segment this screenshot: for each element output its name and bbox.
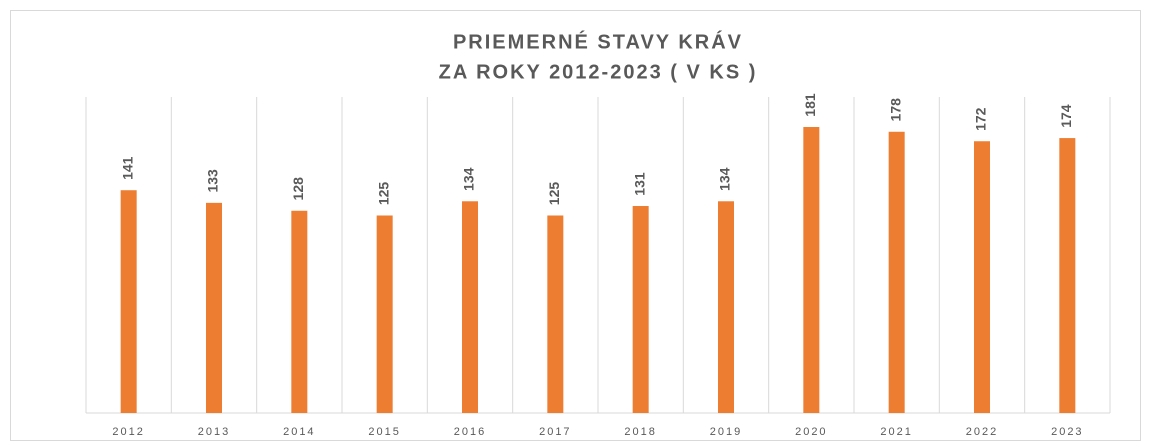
- x-tick-label: 2015: [368, 426, 400, 438]
- data-label: 125: [375, 182, 391, 206]
- x-tick-label: 2016: [454, 426, 486, 438]
- bar: [632, 206, 649, 413]
- chart-title: ZA ROKY 2012-2023 ( V KS ): [439, 61, 758, 83]
- data-label: 134: [461, 167, 477, 191]
- x-tick-label: 2014: [283, 426, 315, 438]
- x-tick-label: 2019: [710, 426, 742, 438]
- x-tick-label: 2013: [198, 426, 230, 438]
- x-tick-label: 2012: [112, 426, 144, 438]
- bar: [718, 201, 734, 413]
- bar: [888, 131, 905, 413]
- bar: [974, 141, 990, 414]
- x-tick-label: 2017: [539, 426, 571, 438]
- data-label: 134: [717, 167, 733, 191]
- data-label: 178: [887, 98, 903, 122]
- data-label: 128: [290, 177, 306, 201]
- x-tick-label: 2018: [624, 426, 656, 438]
- bar: [803, 127, 820, 414]
- bar: [291, 210, 308, 413]
- x-tick-label: 2023: [1051, 426, 1083, 438]
- x-tick-label: 2021: [880, 426, 912, 438]
- bar: [120, 190, 137, 413]
- data-label: 141: [119, 156, 135, 180]
- bar: [376, 215, 393, 413]
- bar: [462, 201, 478, 413]
- bar: [547, 215, 564, 413]
- x-tick-label: 2022: [966, 426, 998, 438]
- data-label: 125: [546, 182, 562, 206]
- data-label: 181: [802, 93, 818, 117]
- data-label: 131: [631, 172, 647, 196]
- chart-title: PRIEMERNÉ STAVY KRÁV: [453, 30, 743, 53]
- data-label: 174: [1058, 104, 1074, 128]
- data-label: 133: [205, 169, 221, 193]
- x-tick-label: 2020: [795, 426, 827, 438]
- chart-border: [10, 10, 1141, 441]
- bar: [1059, 138, 1076, 413]
- bar: [206, 202, 222, 413]
- data-label: 172: [973, 107, 989, 131]
